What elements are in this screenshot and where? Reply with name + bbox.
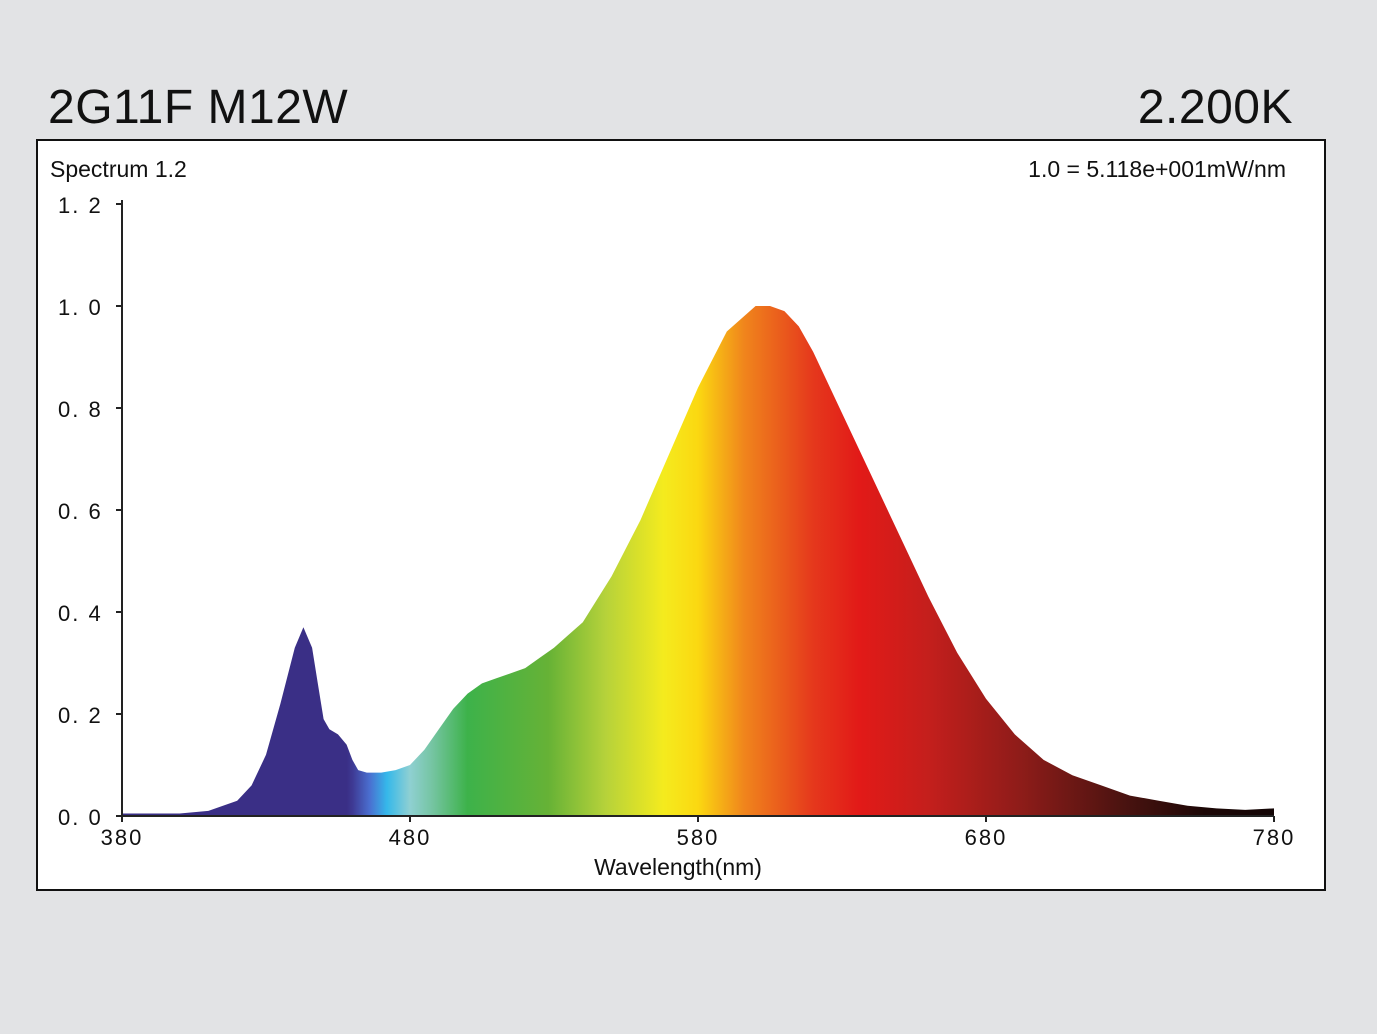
x-axis-label: Wavelength(nm) xyxy=(594,854,762,880)
scale-note: 1.0 = 5.118e+001mW/nm xyxy=(1028,156,1286,182)
x-tick-label: 580 xyxy=(677,825,720,850)
y-tick-label: 0. 6 xyxy=(58,499,103,524)
x-tick-label: 480 xyxy=(389,825,432,850)
chart-frame: 0. 0 0. 2 0. 4 0. 6 0. 8 1. 0 1. 2 380 480 580 680… xyxy=(36,139,1326,891)
y-tick-label: 0. 4 xyxy=(58,601,103,626)
chart-title: Spectrum 1.2 xyxy=(50,156,187,182)
y-tick-label: 1. 2 xyxy=(58,193,103,218)
y-tick-label: 1. 0 xyxy=(58,295,103,320)
y-tick-label: 0. 2 xyxy=(58,703,103,728)
product-title: 2G11F M12W xyxy=(48,81,349,134)
y-tick-label: 0. 8 xyxy=(58,397,103,422)
x-tick-label: 680 xyxy=(965,825,1008,850)
y-tick-label: 0. 0 xyxy=(58,805,103,830)
x-tick-label: 380 xyxy=(101,825,144,850)
spectrum-chart: 0. 0 0. 2 0. 4 0. 6 0. 8 1. 0 1. 2 380 480 580 680… xyxy=(50,156,1296,880)
color-temperature: 2.200K xyxy=(1137,81,1293,134)
x-tick-label: 780 xyxy=(1253,825,1296,850)
spectrum-area xyxy=(122,306,1274,816)
